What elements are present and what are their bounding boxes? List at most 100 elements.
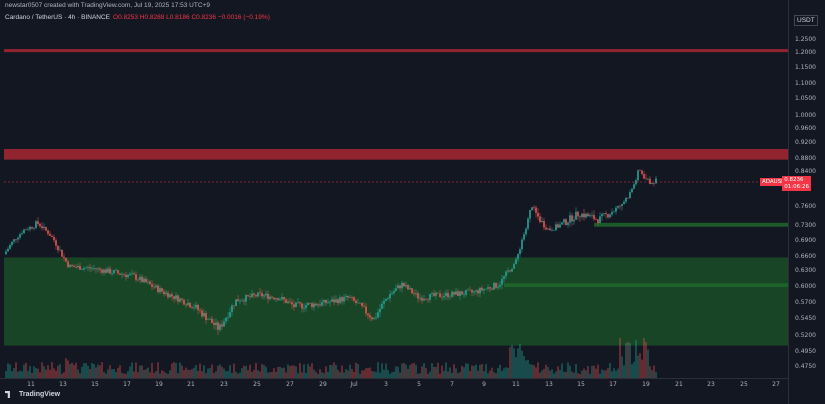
candle-body — [357, 302, 359, 304]
volume-bar — [347, 370, 349, 378]
candle-body — [203, 313, 205, 317]
volume-bar — [321, 372, 323, 378]
volume-bar — [511, 344, 513, 378]
candle-body — [427, 299, 429, 301]
volume-bar — [289, 366, 291, 378]
candle-body — [75, 266, 77, 268]
volume-bar — [409, 364, 411, 378]
candle-body — [645, 178, 647, 180]
candle-body — [197, 304, 199, 311]
volume-bar — [283, 367, 285, 378]
volume-bar — [479, 364, 481, 378]
volume-bar — [471, 365, 473, 378]
currency-button[interactable]: USDT — [794, 15, 818, 26]
candle-body — [649, 178, 651, 184]
volume-bar — [183, 370, 185, 378]
candle-body — [621, 204, 623, 207]
price-tick: 0.6300 — [795, 267, 816, 274]
volume-bar — [267, 372, 269, 378]
volume-bar — [531, 364, 533, 378]
candle-body — [223, 321, 225, 327]
volume-bar — [59, 364, 61, 378]
candle-body — [425, 299, 427, 300]
candle-body — [541, 220, 543, 223]
volume-bar — [371, 370, 373, 378]
candle-body — [261, 293, 263, 297]
candle-body — [277, 298, 279, 301]
volume-bar — [393, 371, 395, 378]
volume-bar — [17, 371, 19, 378]
volume-bar — [137, 372, 139, 378]
candle-body — [221, 324, 223, 327]
volume-bar — [413, 362, 415, 378]
candle-body — [211, 318, 213, 324]
candle-body — [195, 304, 197, 308]
candle-body — [619, 205, 621, 207]
candle-body — [413, 293, 415, 294]
candle-body — [639, 170, 641, 172]
candle-body — [485, 288, 487, 290]
volume-bar — [431, 363, 433, 378]
time-tick: 21 — [675, 381, 683, 388]
candle-body — [327, 302, 329, 304]
volume-bar — [47, 365, 49, 378]
candle-body — [633, 184, 635, 189]
last-price-value: 0.8236 — [784, 177, 804, 183]
volume-bar — [297, 373, 299, 378]
volume-bar — [335, 364, 337, 378]
volume-bar — [61, 373, 63, 378]
volume-bar — [573, 372, 575, 378]
candle-body — [493, 282, 495, 290]
candle-body — [207, 319, 209, 321]
volume-bar — [375, 371, 377, 378]
candle-body — [417, 293, 419, 299]
candle-body — [359, 302, 361, 304]
candle-body — [411, 288, 413, 294]
volume-bar — [557, 366, 559, 378]
volume-bar — [311, 363, 313, 378]
volume-bar — [217, 365, 219, 378]
candle-body — [147, 281, 149, 283]
volume-bar — [589, 373, 591, 378]
candle-body — [371, 317, 373, 320]
volume-bar — [451, 372, 453, 378]
candle-body — [129, 274, 131, 275]
price-chart[interactable] — [4, 26, 788, 378]
symbol-legend[interactable]: Cardano / TetherUS · 4h · BINANCE O0.825… — [5, 14, 270, 21]
price-tick: 0.4750 — [795, 363, 816, 370]
tradingview-branding[interactable]: TradingView — [5, 391, 60, 398]
candle-body — [549, 228, 551, 231]
candle-body — [165, 292, 167, 294]
candle-body — [157, 285, 159, 293]
candle-body — [55, 240, 57, 246]
candle-body — [561, 222, 563, 225]
volume-bar — [151, 362, 153, 378]
price-axis[interactable]: USDT 1.2500 1.2000 1.1500 1.1000 1.0500 1.000… — [782, 0, 825, 404]
candle-body — [471, 290, 473, 293]
volume-bar — [205, 373, 207, 378]
candle-body — [643, 174, 645, 179]
volume-bar — [111, 369, 113, 378]
candle-body — [323, 299, 325, 303]
volume-bar — [625, 343, 627, 378]
brand-name: TradingView — [19, 391, 61, 398]
candle-body — [655, 178, 657, 184]
time-axis[interactable]: 11 13 15 17 19 21 23 25 27 29 Jul 3 5 7 9 11 13 15 17 19 21 2… — [0, 378, 788, 390]
chart-canvas[interactable] — [4, 26, 788, 378]
candle-body — [495, 282, 497, 288]
volume-bar — [231, 372, 233, 378]
volume-bar — [617, 368, 619, 378]
candle-body — [107, 268, 109, 273]
volume-bar — [201, 371, 203, 378]
candle-body — [179, 298, 181, 302]
volume-bar — [327, 371, 329, 378]
candle-body — [551, 230, 553, 231]
candle-body — [9, 244, 11, 249]
volume-bar — [177, 373, 179, 378]
volume-bar — [123, 373, 125, 378]
candle-body — [95, 268, 97, 270]
volume-bar — [247, 370, 249, 378]
volume-bar — [443, 370, 445, 378]
candle-body — [31, 227, 33, 229]
candle-body — [303, 308, 305, 309]
